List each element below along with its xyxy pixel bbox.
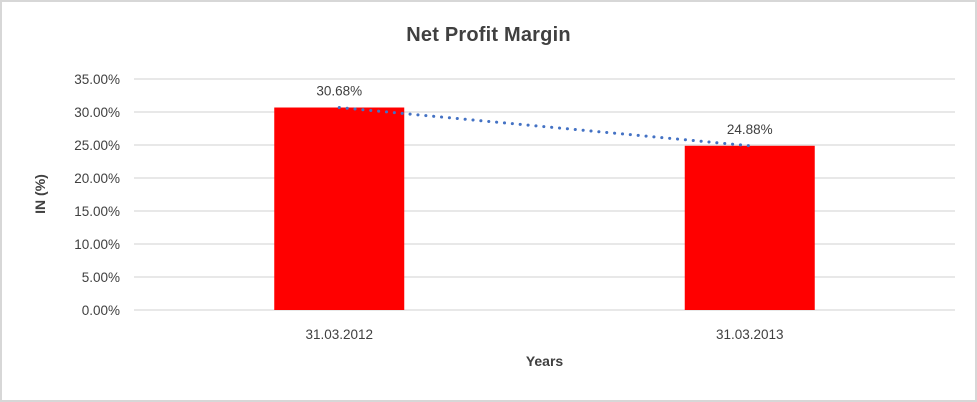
y-tick-label: 25.00% (74, 138, 120, 153)
chart-title: Net Profit Margin (406, 24, 571, 46)
data-label: 24.88% (727, 122, 773, 137)
data-label: 30.68% (316, 84, 362, 99)
x-category-label: 31.03.2013 (716, 327, 784, 342)
y-tick-label: 15.00% (74, 204, 120, 219)
trendline (337, 106, 752, 148)
bar-31.03.2012 (274, 107, 405, 311)
y-tick-label: 10.00% (74, 237, 120, 252)
y-tick-label: 5.00% (82, 270, 120, 285)
y-tick-label: 30.00% (74, 105, 120, 120)
y-tick-label: 0.00% (82, 303, 120, 318)
x-category-label: 31.03.2012 (305, 327, 373, 342)
y-tick-label: 35.00% (74, 72, 120, 87)
x-axis-title: Years (525, 353, 564, 369)
bar-31.03.2013 (684, 145, 815, 310)
y-tick-label: 20.00% (74, 171, 120, 186)
